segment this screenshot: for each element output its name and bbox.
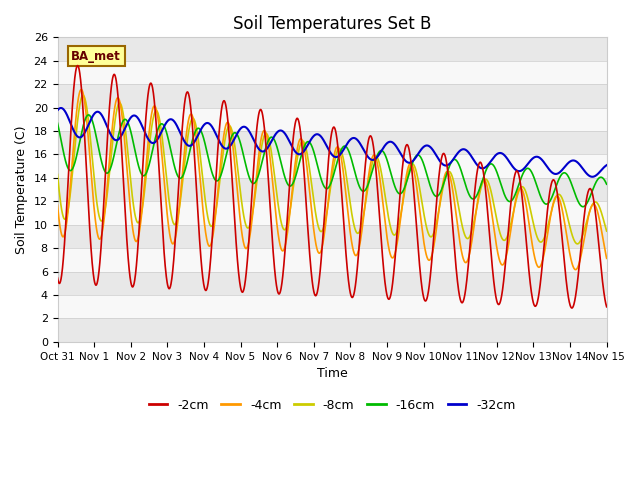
Bar <box>58 201 607 225</box>
Bar <box>58 225 607 248</box>
Bar <box>58 131 607 155</box>
Bar <box>58 319 607 342</box>
Bar <box>58 272 607 295</box>
Bar <box>58 155 607 178</box>
X-axis label: Time: Time <box>317 367 348 380</box>
Bar <box>58 37 607 61</box>
Bar <box>58 178 607 201</box>
Title: Soil Temperatures Set B: Soil Temperatures Set B <box>233 15 431 33</box>
Bar <box>58 108 607 131</box>
Bar <box>58 61 607 84</box>
Bar <box>58 248 607 272</box>
Bar <box>58 295 607 319</box>
Bar <box>58 84 607 108</box>
Text: BA_met: BA_met <box>71 49 121 62</box>
Y-axis label: Soil Temperature (C): Soil Temperature (C) <box>15 125 28 254</box>
Legend: -2cm, -4cm, -8cm, -16cm, -32cm: -2cm, -4cm, -8cm, -16cm, -32cm <box>143 394 520 417</box>
